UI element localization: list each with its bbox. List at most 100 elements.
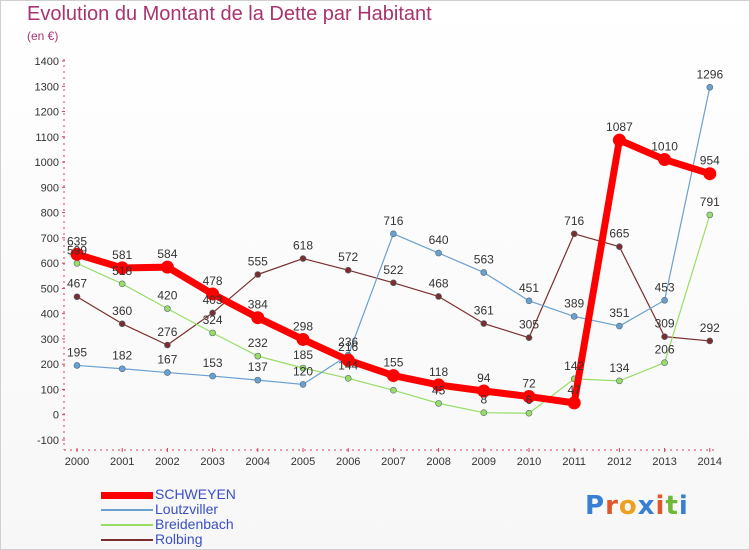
- value-label-rolbing: 468: [429, 276, 449, 290]
- point-schweyen: [70, 247, 84, 261]
- value-label-rolbing: 305: [519, 318, 539, 332]
- y-tick-label: 500: [41, 283, 59, 295]
- point-loutzviller: [525, 297, 533, 305]
- point-rolbing: [435, 293, 442, 300]
- logo-letter: i: [655, 491, 666, 521]
- legend-swatch: [101, 509, 153, 511]
- value-label-loutzviller: 453: [655, 280, 675, 294]
- y-tick-label: 100: [41, 384, 59, 396]
- value-label-schweyen: 72: [522, 377, 536, 391]
- value-label-breidenbach: 791: [700, 195, 720, 209]
- x-tick-label: 2014: [698, 456, 722, 468]
- value-label-breidenbach: 324: [203, 313, 223, 327]
- value-label-loutzviller: 153: [203, 356, 223, 370]
- x-tick-label: 2001: [110, 456, 134, 468]
- value-label-loutzviller: 182: [112, 349, 132, 363]
- point-breidenbach: [299, 364, 307, 372]
- point-rolbing: [118, 320, 126, 328]
- point-breidenbach: [525, 409, 533, 417]
- y-tick-label: 700: [41, 233, 59, 245]
- point-rolbing: [661, 333, 668, 340]
- y-tick-label: 300: [41, 334, 59, 346]
- point-loutzviller: [164, 369, 171, 376]
- legend-swatch: [101, 539, 153, 541]
- point-breidenbach: [73, 260, 81, 267]
- point-schweyen: [296, 332, 310, 346]
- point-rolbing: [390, 279, 397, 287]
- point-rolbing: [525, 334, 533, 341]
- value-label-loutzviller: 236: [338, 335, 358, 349]
- point-loutzviller: [73, 362, 81, 369]
- value-label-rolbing: 309: [655, 317, 675, 331]
- point-breidenbach: [435, 400, 442, 407]
- chart-title: Evolution du Montant de la Dette par Hab…: [27, 3, 432, 25]
- logo-letter: o: [618, 491, 638, 521]
- y-tick-label: -100: [37, 435, 59, 447]
- value-label-rolbing: 716: [564, 214, 584, 228]
- value-label-loutzviller: 167: [157, 353, 177, 367]
- y-tick-label: 900: [41, 182, 59, 194]
- y-tick-label: 1200: [35, 107, 59, 119]
- value-label-loutzviller: 563: [474, 252, 494, 266]
- value-label-breidenbach: 420: [157, 289, 177, 303]
- series-lines: [70, 83, 717, 417]
- value-label-breidenbach: 45: [432, 383, 446, 397]
- value-label-breidenbach: 599: [67, 243, 87, 257]
- value-label-schweyen: 1087: [606, 120, 633, 134]
- y-tick-label: 800: [41, 208, 59, 220]
- legend-label: Loutzviller: [155, 501, 219, 517]
- point-loutzviller: [570, 313, 578, 320]
- point-breidenbach: [164, 305, 171, 312]
- value-label-schweyen: 216: [338, 340, 358, 354]
- point-rolbing: [706, 337, 714, 345]
- x-tick-label: 2010: [517, 456, 541, 468]
- y-tick-label: 400: [41, 309, 59, 321]
- value-label-schweyen: 581: [112, 248, 132, 262]
- point-breidenbach: [118, 280, 126, 288]
- y-tick-label: 1100: [35, 132, 59, 144]
- point-breidenbach: [390, 386, 397, 394]
- logo-letter: x: [637, 491, 656, 521]
- value-label-loutzviller: 1296: [696, 67, 723, 81]
- value-label-breidenbach: 518: [112, 264, 132, 278]
- value-label-rolbing: 292: [700, 321, 720, 335]
- y-tick-label: 200: [41, 359, 59, 371]
- axes: -100 0 100 200 300 400 500 600 700 800 900 1000 1100…: [35, 56, 723, 468]
- point-loutzviller: [254, 376, 262, 384]
- point-rolbing: [570, 230, 578, 238]
- point-schweyen: [386, 369, 400, 383]
- value-label-schweyen: 478: [203, 274, 223, 288]
- value-label-breidenbach: 206: [655, 343, 675, 357]
- x-tick-label: 2006: [336, 456, 360, 468]
- x-tick-label: 2007: [381, 456, 405, 468]
- point-breidenbach: [661, 359, 668, 366]
- value-label-breidenbach: 142: [564, 359, 584, 373]
- x-tick-label: 2005: [291, 456, 315, 468]
- point-schweyen: [522, 390, 536, 404]
- point-rolbing: [299, 255, 307, 262]
- logo-letter: r: [605, 491, 619, 521]
- value-label-rolbing: 361: [474, 304, 494, 318]
- point-loutzviller: [118, 365, 126, 373]
- value-label-rolbing: 403: [203, 293, 223, 307]
- value-label-loutzviller: 195: [67, 345, 87, 359]
- y-tick-label: 0: [53, 410, 59, 422]
- x-tick-label: 2002: [155, 456, 179, 468]
- legend-swatch: [101, 491, 153, 499]
- point-loutzviller: [209, 372, 216, 380]
- point-schweyen: [432, 378, 446, 392]
- legend-label: Rolbing: [155, 531, 203, 547]
- point-schweyen: [341, 353, 355, 367]
- value-label-breidenbach: 8: [480, 393, 487, 407]
- value-label-loutzviller: 640: [429, 233, 449, 247]
- point-schweyen: [251, 311, 265, 325]
- value-label-loutzviller: 351: [609, 306, 629, 320]
- legend-label: SCHWEYEN: [155, 486, 236, 502]
- value-label-rolbing: 276: [157, 325, 177, 339]
- point-loutzviller: [435, 249, 442, 257]
- point-breidenbach: [209, 329, 216, 337]
- x-tick-label: 2011: [562, 456, 586, 468]
- point-schweyen: [115, 261, 129, 275]
- value-label-breidenbach: 144: [338, 358, 358, 372]
